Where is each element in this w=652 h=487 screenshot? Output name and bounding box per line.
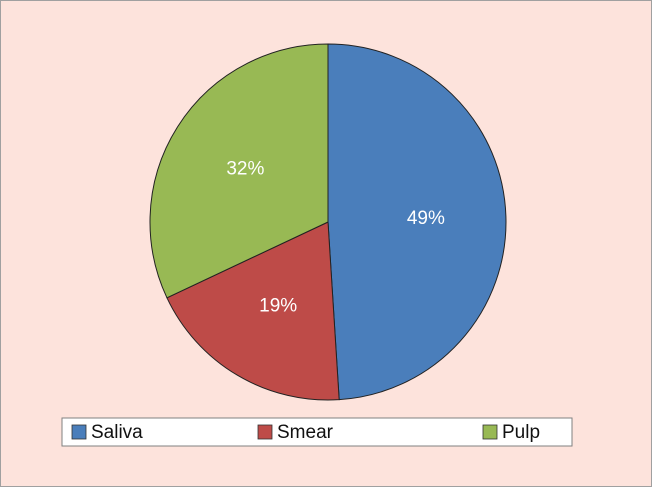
- legend-swatch: [257, 424, 273, 440]
- data-label: 19%: [259, 295, 297, 316]
- pie-slice: [327, 43, 507, 401]
- pie-slice: [166, 221, 340, 401]
- legend-label: Saliva: [91, 422, 143, 443]
- legend-swatch: [71, 424, 87, 440]
- legend-swatch: [482, 424, 498, 440]
- legend-label: Smear: [277, 422, 334, 443]
- data-label: 32%: [226, 159, 264, 180]
- legend-label: Pulp: [502, 422, 540, 443]
- pie-slice: [149, 43, 329, 299]
- data-label: 49%: [407, 208, 445, 229]
